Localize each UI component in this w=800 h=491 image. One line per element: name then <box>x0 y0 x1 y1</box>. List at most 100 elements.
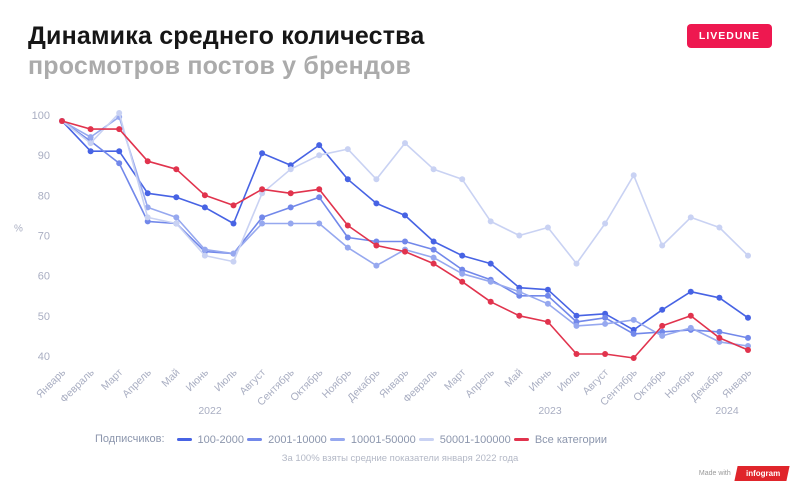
data-point-50001-100000 <box>602 220 609 227</box>
y-tick-label: 70 <box>38 231 50 243</box>
data-point-Все категории <box>716 334 723 341</box>
legend-swatch <box>247 438 263 441</box>
x-tick-label: Май <box>502 367 525 390</box>
data-point-10001-50000 <box>659 332 666 339</box>
data-point-Все категории <box>344 222 351 229</box>
data-point-2001-10000 <box>516 292 523 299</box>
data-point-Все категории <box>544 318 551 325</box>
data-point-50001-100000 <box>573 260 580 267</box>
data-point-10001-50000 <box>573 322 580 329</box>
data-point-2001-10000 <box>459 266 466 273</box>
data-point-10001-50000 <box>230 250 237 257</box>
chart-legend: Подписчиков: 100-2000 2001-10000 10001-5… <box>95 432 607 446</box>
data-point-100-2000 <box>144 190 151 197</box>
data-point-2001-10000 <box>716 328 723 335</box>
data-point-2001-10000 <box>344 234 351 241</box>
data-point-10001-50000 <box>287 220 294 227</box>
data-point-50001-100000 <box>487 218 494 225</box>
infogram-logo[interactable]: infogram <box>734 466 790 481</box>
livedune-logo[interactable]: LIVEDUNE <box>686 24 772 48</box>
data-point-Все категории <box>430 260 437 267</box>
data-point-Все категории <box>230 202 237 209</box>
data-point-100-2000 <box>459 252 466 259</box>
data-point-50001-100000 <box>659 242 666 249</box>
data-point-10001-50000 <box>430 254 437 261</box>
data-point-10001-50000 <box>316 220 323 227</box>
page-title: Динамика среднего количества <box>28 22 425 50</box>
data-point-Все категории <box>630 355 637 361</box>
data-point-100-2000 <box>402 212 408 219</box>
data-point-50001-100000 <box>201 252 208 259</box>
data-point-10001-50000 <box>602 320 609 327</box>
data-point-50001-100000 <box>173 220 180 227</box>
data-point-50001-100000 <box>716 224 723 231</box>
data-point-50001-100000 <box>459 176 466 183</box>
y-tick-label: 50 <box>38 311 50 323</box>
chart-footnote: За 100% взяты средние показатели января … <box>281 453 519 464</box>
series-line-10001-50000 <box>61 116 749 347</box>
data-point-100-2000 <box>745 314 751 321</box>
legend-swatch <box>176 438 192 441</box>
data-point-10001-50000 <box>544 300 551 307</box>
data-point-50001-100000 <box>144 214 151 221</box>
data-point-Все категории <box>659 322 666 329</box>
data-point-50001-100000 <box>344 146 351 153</box>
data-point-100-2000 <box>573 312 580 319</box>
x-tick-label: Октябрь <box>631 366 669 404</box>
legend-swatch <box>513 438 529 441</box>
x-tick-label: Январь <box>720 366 754 400</box>
data-point-100-2000 <box>659 306 666 313</box>
data-point-100-2000 <box>116 148 123 155</box>
y-tick-label: 40 <box>38 351 50 363</box>
made-with-label: Made with <box>698 470 731 477</box>
legend-label: 2001-10000 <box>268 433 327 446</box>
data-point-10001-50000 <box>344 244 351 251</box>
data-point-10001-50000 <box>87 134 94 141</box>
x-tick-label: Июнь <box>527 366 555 394</box>
y-axis-unit: % <box>14 223 23 234</box>
year-label: 2023 <box>538 405 562 417</box>
data-point-50001-100000 <box>544 224 551 231</box>
data-point-Все категории <box>573 351 580 357</box>
data-point-Все категории <box>144 158 151 165</box>
legend-label: 100-2000 <box>197 433 245 446</box>
data-point-100-2000 <box>201 204 208 211</box>
data-point-Все категории <box>373 242 380 249</box>
y-tick-label: 100 <box>32 110 50 122</box>
x-tick-label: Октябрь <box>288 366 326 404</box>
data-point-2001-10000 <box>116 160 123 167</box>
data-point-50001-100000 <box>430 166 437 173</box>
data-point-50001-100000 <box>316 152 323 159</box>
x-tick-label: Июнь <box>184 366 212 394</box>
data-point-10001-50000 <box>459 270 466 277</box>
data-point-10001-50000 <box>259 220 266 227</box>
data-point-Все категории <box>687 312 694 319</box>
data-point-100-2000 <box>173 194 180 201</box>
data-point-Все категории <box>201 192 208 199</box>
data-point-100-2000 <box>316 142 323 149</box>
legend-swatch <box>418 438 434 441</box>
legend-item-10001-50000: 10001-50000 <box>329 434 416 446</box>
year-label: 2024 <box>715 405 739 417</box>
data-point-2001-10000 <box>630 330 637 337</box>
made-with: Made with infogram <box>698 466 790 481</box>
data-point-50001-100000 <box>687 214 694 221</box>
data-point-Все категории <box>259 186 266 193</box>
data-point-2001-10000 <box>544 292 551 299</box>
data-point-100-2000 <box>230 220 237 227</box>
page-subtitle: просмотров постов у брендов <box>28 52 412 80</box>
y-tick-label: 60 <box>38 271 50 283</box>
data-point-2001-10000 <box>430 246 437 253</box>
legend-title: Подписчиков: <box>95 432 165 445</box>
y-tick-label: 80 <box>38 190 50 202</box>
data-point-50001-100000 <box>373 176 380 183</box>
data-point-2001-10000 <box>745 334 751 341</box>
data-point-2001-10000 <box>259 214 266 221</box>
legend-item-2001-10000: 2001-10000 <box>247 434 327 446</box>
data-point-10001-50000 <box>516 288 523 295</box>
series-line-2001-10000 <box>61 120 749 339</box>
x-tick-label: Июль <box>555 366 583 394</box>
data-point-10001-50000 <box>630 316 637 323</box>
year-label: 2022 <box>198 405 222 417</box>
